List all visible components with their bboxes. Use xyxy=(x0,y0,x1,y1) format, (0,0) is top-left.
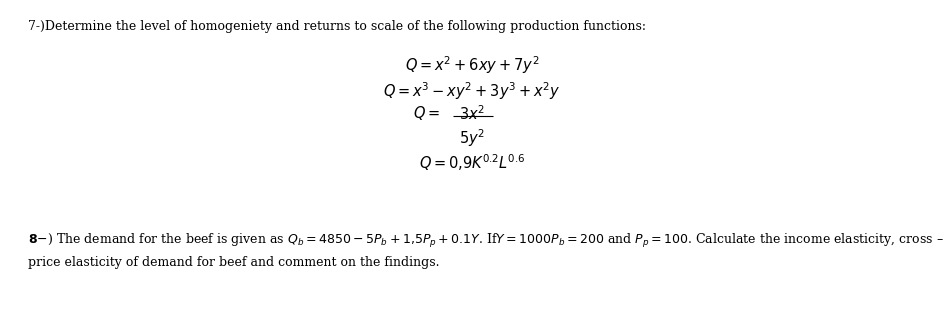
Text: $Q=$: $Q=$ xyxy=(413,104,440,122)
Text: $Q = 0{,}9K^{0.2}L^{0.6}$: $Q = 0{,}9K^{0.2}L^{0.6}$ xyxy=(419,152,525,173)
Text: $Q = x^2 + 6xy + 7y^2$: $Q = x^2 + 6xy + 7y^2$ xyxy=(405,54,539,76)
Text: price elasticity of demand for beef and comment on the findings.: price elasticity of demand for beef and … xyxy=(28,256,440,269)
Text: 7-)Determine the level of homogeniety and returns to scale of the following prod: 7-)Determine the level of homogeniety an… xyxy=(28,20,646,33)
Text: $\mathbf{8\mathrm{-}}$) The demand for the beef is given as $Q_b = 4850 - 5P_b +: $\mathbf{8\mathrm{-}}$) The demand for t… xyxy=(28,232,944,250)
Text: $3x^2$: $3x^2$ xyxy=(459,104,485,123)
Text: $Q = x^3 - xy^2 + 3y^3 + x^2y$: $Q = x^3 - xy^2 + 3y^3 + x^2y$ xyxy=(383,80,561,102)
Text: $5y^2$: $5y^2$ xyxy=(459,127,485,149)
